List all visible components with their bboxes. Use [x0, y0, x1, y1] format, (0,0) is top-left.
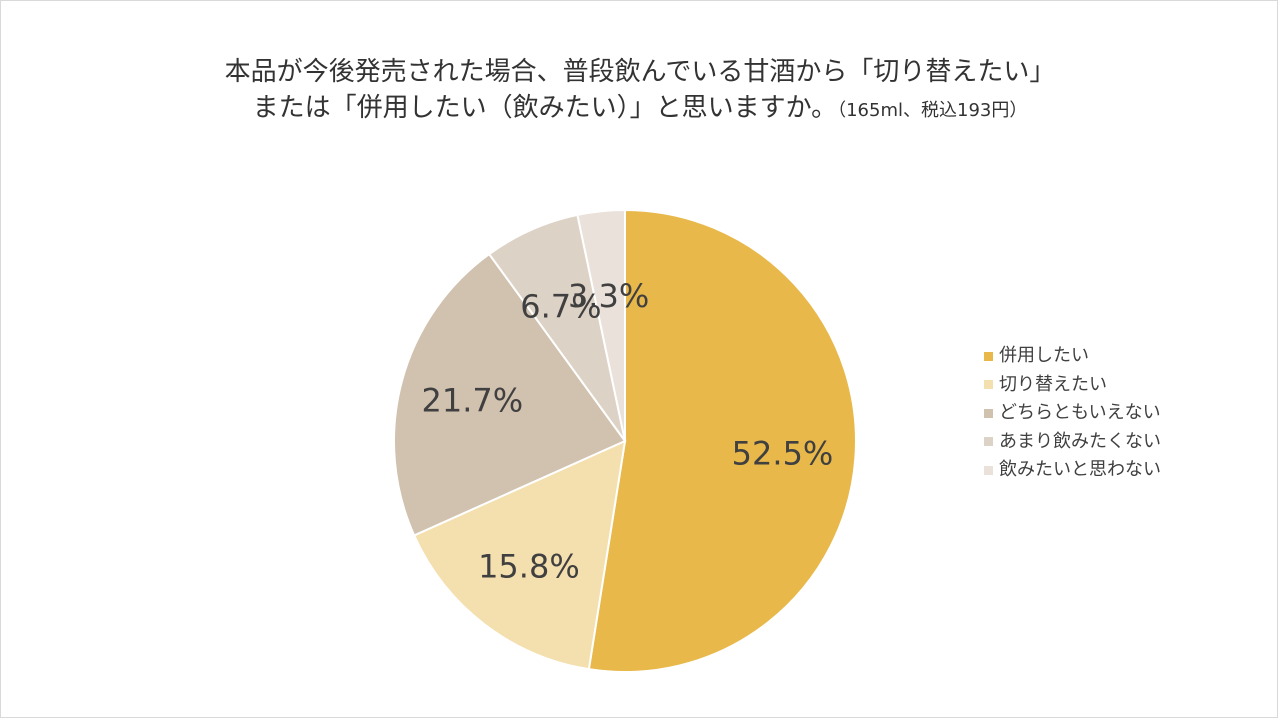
- pie-data-label-4: 6.7%: [520, 288, 601, 326]
- chart-title-question: または「併用したい（飲みたい）」と思いますか。: [252, 93, 838, 123]
- pie-data-labels: 52.5% 15.8% 21.7% 6.7%3.3%: [421, 277, 833, 586]
- chart-title: 本品が今後発売された場合、普段飲んでいる甘酒から「切り替えたい」 または「併用し…: [0, 54, 1280, 129]
- legend-swatch-5: [984, 465, 993, 475]
- legend-swatch-2: [984, 380, 993, 390]
- legend-item-2: 切り替えたい: [984, 371, 1161, 400]
- legend-item-1: 併用したい: [984, 342, 1161, 371]
- legend-item-3: どちらともいえない: [984, 399, 1161, 428]
- pie-data-label-2: 15.8%: [478, 548, 580, 586]
- legend-swatch-1: [984, 351, 993, 361]
- legend-label-5: 飲みたいと思わない: [999, 459, 1161, 480]
- legend-swatch-3: [984, 408, 993, 418]
- legend-item-4: あまり飲みたくない: [984, 428, 1161, 457]
- chart-title-line-2: または「併用したい（飲みたい）」と思いますか。（165ml、税込193円）: [0, 90, 1280, 129]
- pie-slice-2: [412, 439, 627, 671]
- pie-data-label-5: 3.3%: [568, 277, 649, 315]
- legend-swatch-4: [984, 437, 993, 447]
- pie-slice-5: [576, 208, 626, 442]
- pie-slices: [393, 208, 857, 673]
- chart-title-price-note: （165ml、税込193円）: [837, 100, 1028, 121]
- chart-legend: 併用したい切り替えたいどちらともいえない あまり飲みたくない 飲みたいと思わない: [984, 342, 1161, 485]
- pie-data-label-3: 21.7%: [421, 381, 523, 419]
- legend-label-1: 併用したい: [999, 345, 1089, 366]
- legend-label-3: どちらともいえない: [999, 402, 1161, 423]
- legend-item-5: 飲みたいと思わない: [984, 456, 1161, 485]
- pie-slice-3: [393, 252, 627, 537]
- pie-data-label-1: 52.5%: [732, 434, 834, 472]
- legend-label-2: 切り替えたい: [999, 373, 1107, 395]
- chart-title-line-1: 本品が今後発売された場合、普段飲んでいる甘酒から「切り替えたい」: [224, 57, 1056, 87]
- pie-slice-1: [587, 208, 857, 673]
- legend-label-4: あまり飲みたくない: [999, 430, 1161, 452]
